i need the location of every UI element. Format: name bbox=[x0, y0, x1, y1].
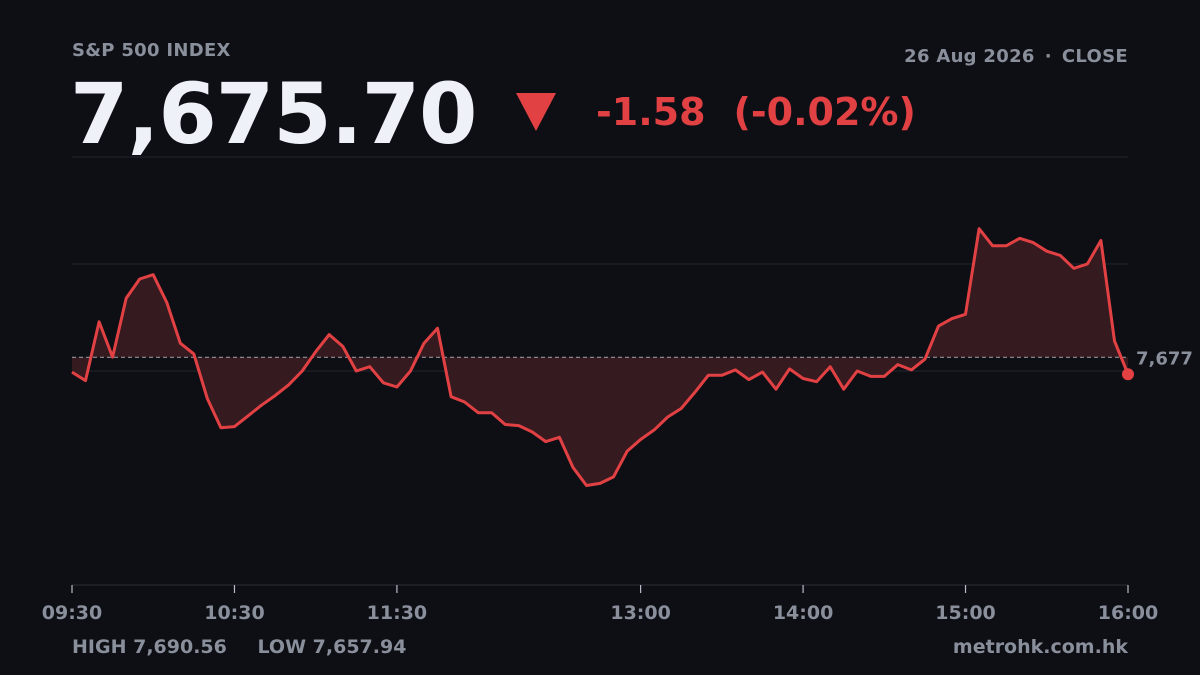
x-tick-label-1: 10:30 bbox=[204, 602, 264, 624]
separator-dot: · bbox=[1044, 46, 1052, 67]
session-date: 26 Aug 2026 bbox=[904, 46, 1035, 67]
change-percent: (-0.02%) bbox=[733, 90, 916, 134]
x-tick-label-2: 11:30 bbox=[367, 602, 427, 624]
change-summary: -1.58 (-0.02%) bbox=[516, 90, 916, 134]
source-credit: metrohk.com.hk bbox=[952, 636, 1128, 658]
price-line bbox=[71, 227, 1130, 487]
last-price-marker bbox=[1122, 368, 1134, 381]
x-tick-label-4: 14:00 bbox=[773, 602, 833, 624]
x-tick-label-6: 16:00 bbox=[1098, 602, 1158, 624]
change-value: -1.58 bbox=[596, 90, 706, 134]
day-range: HIGH 7,690.56 LOW 7,657.94 bbox=[72, 636, 406, 658]
index-price: 7,675.70 bbox=[70, 65, 478, 163]
area-fill bbox=[72, 228, 1128, 486]
session-status: CLOSE bbox=[1061, 46, 1128, 67]
x-tick-label-5: 15:00 bbox=[935, 602, 995, 624]
date-status: 26 Aug 2026 · CLOSE bbox=[904, 46, 1128, 67]
high-value: 7,690.56 bbox=[133, 636, 227, 658]
down-triangle-icon bbox=[516, 93, 556, 131]
low-label: LOW bbox=[257, 636, 307, 658]
previous-close-label: 7,677 bbox=[1136, 348, 1193, 369]
x-tick-label-0: 09:30 bbox=[42, 602, 102, 624]
low-value: 7,657.94 bbox=[312, 636, 407, 658]
x-tick-label-3: 13:00 bbox=[610, 602, 670, 624]
index-name: S&P 500 INDEX bbox=[72, 40, 231, 61]
high-label: HIGH bbox=[72, 636, 127, 658]
